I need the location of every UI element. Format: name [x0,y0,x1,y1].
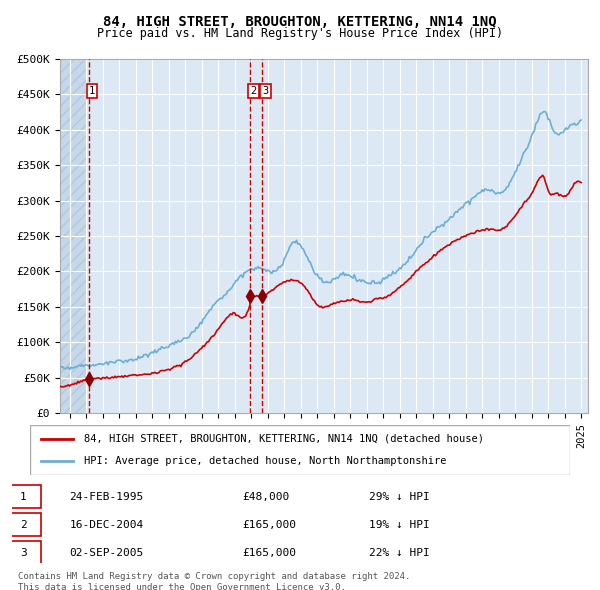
Text: 3: 3 [20,548,27,558]
Text: £165,000: £165,000 [242,520,296,530]
Text: 24-FEB-1995: 24-FEB-1995 [70,491,144,502]
Text: 19% ↓ HPI: 19% ↓ HPI [369,520,430,530]
Text: 2: 2 [250,86,257,96]
Text: This data is licensed under the Open Government Licence v3.0.: This data is licensed under the Open Gov… [18,583,346,590]
Bar [53,59,86,413]
Text: 1: 1 [89,86,95,96]
Text: 22% ↓ HPI: 22% ↓ HPI [369,548,430,558]
Text: 2: 2 [20,520,27,530]
Text: 16-DEC-2004: 16-DEC-2004 [70,520,144,530]
Text: HPI: Average price, detached house, North Northamptonshire: HPI: Average price, detached house, Nort… [84,456,446,466]
Text: 84, HIGH STREET, BROUGHTON, KETTERING, NN14 1NQ (detached house): 84, HIGH STREET, BROUGHTON, KETTERING, N… [84,434,484,444]
Text: 02-SEP-2005: 02-SEP-2005 [70,548,144,558]
Text: 1: 1 [20,491,27,502]
Text: 84, HIGH STREET, BROUGHTON, KETTERING, NN14 1NQ: 84, HIGH STREET, BROUGHTON, KETTERING, N… [103,15,497,29]
Text: £165,000: £165,000 [242,548,296,558]
FancyBboxPatch shape [6,513,41,536]
FancyBboxPatch shape [30,425,570,475]
Text: £48,000: £48,000 [242,491,290,502]
Text: Contains HM Land Registry data © Crown copyright and database right 2024.: Contains HM Land Registry data © Crown c… [18,572,410,581]
Text: 29% ↓ HPI: 29% ↓ HPI [369,491,430,502]
Bar [53,59,86,413]
FancyBboxPatch shape [6,485,41,508]
Text: Price paid vs. HM Land Registry's House Price Index (HPI): Price paid vs. HM Land Registry's House … [97,27,503,40]
FancyBboxPatch shape [6,541,41,564]
Text: 3: 3 [262,86,268,96]
